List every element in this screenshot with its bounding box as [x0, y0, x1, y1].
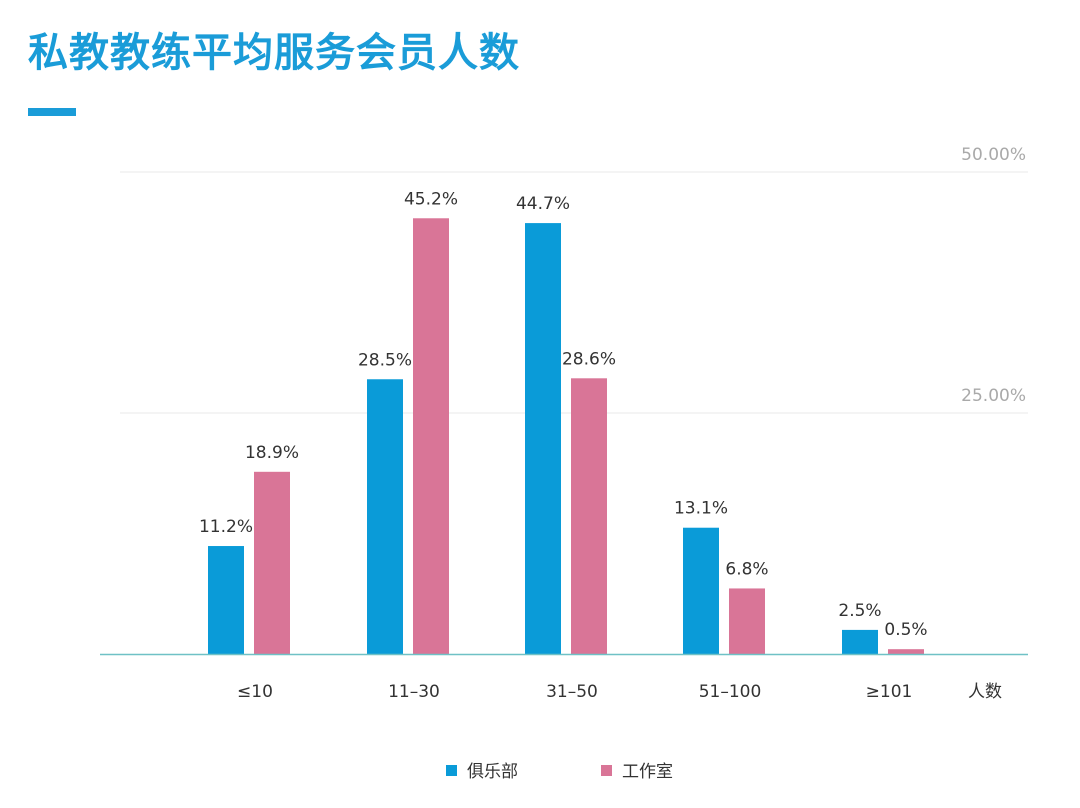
x-tick-label: 51–100: [699, 682, 762, 702]
chart-title: 私教教练平均服务会员人数: [28, 30, 520, 76]
bar-club-0: [208, 546, 244, 654]
legend-label-club: 俱乐部: [467, 762, 518, 782]
bar-studio-4: [888, 649, 924, 654]
bar-club-3: [683, 527, 719, 654]
x-tick-label: 11–30: [388, 682, 440, 702]
data-label: 11.2%: [199, 517, 253, 537]
legend-swatch-club: [446, 765, 457, 776]
x-tick-label: ≤10: [237, 682, 273, 702]
bars: [208, 218, 924, 655]
title-underline: [28, 108, 76, 116]
bar-studio-2: [571, 378, 607, 654]
data-label: 2.5%: [838, 601, 881, 621]
legend-label-studio: 工作室: [622, 762, 673, 782]
y-tick-label: 25.00%: [961, 386, 1026, 406]
data-label: 18.9%: [245, 443, 299, 463]
x-axis-title: 人数: [968, 682, 1002, 702]
data-label: 28.5%: [358, 350, 412, 370]
bar-club-4: [842, 629, 878, 654]
x-tick-label: 31–50: [546, 682, 598, 702]
value-labels: 11.2% 28.5% 44.7% 13.1% 2.5% 18.9% 45.2% 28.6% 6…: [199, 189, 928, 640]
y-tick-label: 50.00%: [961, 145, 1026, 165]
data-label: 6.8%: [725, 559, 768, 579]
legend-swatch-studio: [601, 765, 612, 776]
data-label: 44.7%: [516, 194, 570, 214]
data-label: 45.2%: [404, 189, 458, 209]
x-tick-label: ≥101: [866, 682, 913, 702]
bar-club-1: [367, 379, 403, 654]
data-label: 13.1%: [674, 499, 728, 519]
data-label: 0.5%: [884, 620, 927, 640]
data-label: 28.6%: [562, 349, 616, 369]
bar-studio-1: [413, 218, 449, 654]
bar-studio-3: [729, 588, 765, 654]
bar-studio-0: [254, 471, 290, 654]
bar-club-2: [525, 223, 561, 655]
gridlines: 50.00% 25.00%: [120, 145, 1028, 414]
x-axis: ≤10 11–30 31–50 51–100 ≥101 人数: [100, 653, 1028, 702]
legend: 俱乐部 工作室: [446, 762, 673, 782]
